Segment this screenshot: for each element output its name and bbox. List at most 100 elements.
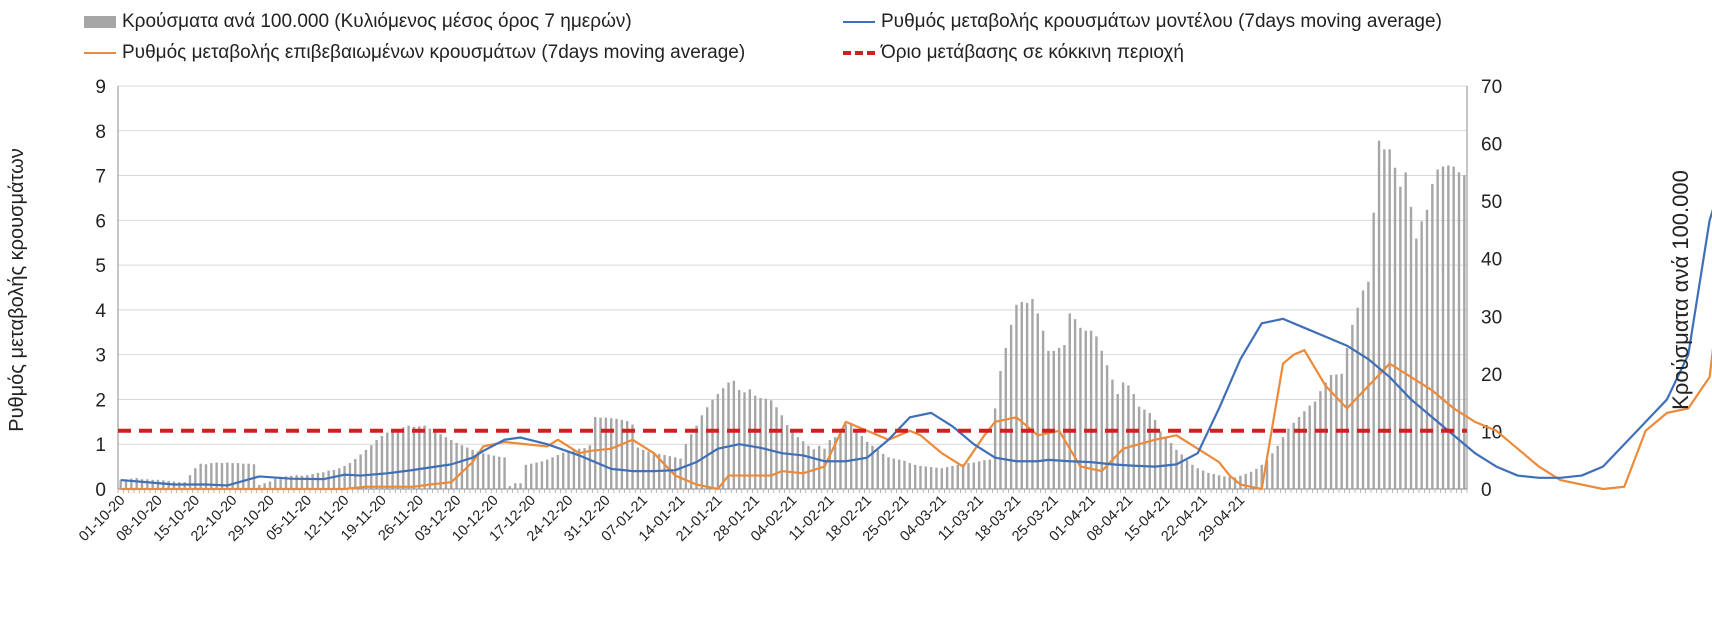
- bar: [1463, 175, 1466, 490]
- bar: [551, 457, 554, 489]
- bar: [359, 454, 362, 489]
- bar: [919, 465, 922, 489]
- bar: [1324, 382, 1327, 489]
- y-tick-label-right: 40: [1481, 250, 1502, 271]
- legend-item-model: Ρυθμός μεταβολής κρουσμάτων μοντέλου (7d…: [843, 11, 1442, 33]
- bar: [993, 408, 997, 489]
- bar: [1116, 394, 1119, 489]
- bar: [727, 382, 730, 489]
- bar: [1271, 453, 1274, 489]
- legend: Κρούσματα ανά 100.000 (Κυλιόμενος μέσος …: [0, 0, 1712, 80]
- bar: [572, 449, 576, 489]
- bar: [1143, 409, 1146, 489]
- legend-swatch-model: [843, 21, 875, 23]
- bar: [428, 428, 432, 489]
- legend-label-threshold: Όριο μετάβασης σε κόκκινη περιοχή: [881, 42, 1184, 63]
- legend-label-model: Ρυθμός μεταβολής κρουσμάτων μοντέλου (7d…: [881, 11, 1442, 32]
- bar: [274, 478, 277, 489]
- bar: [498, 456, 501, 489]
- bar-series: [119, 140, 1466, 490]
- y-tick-label-left: 5: [95, 256, 106, 277]
- bar: [1233, 477, 1237, 489]
- bar: [1137, 406, 1141, 489]
- bar: [876, 449, 880, 489]
- bar: [300, 475, 304, 489]
- bar: [903, 460, 906, 489]
- bar: [268, 481, 272, 489]
- y-tick-label-right: 20: [1481, 365, 1502, 386]
- bar: [1415, 238, 1418, 489]
- bar: [1191, 464, 1194, 489]
- bar: [1036, 313, 1039, 489]
- bar: [881, 453, 885, 489]
- bar: [1089, 330, 1093, 489]
- bar: [1420, 221, 1423, 490]
- bar: [503, 457, 506, 489]
- bar: [338, 468, 341, 489]
- y-tick-label-right: 50: [1481, 192, 1502, 213]
- bar: [434, 431, 437, 489]
- bar: [236, 463, 240, 489]
- bar: [737, 389, 741, 489]
- bar: [146, 479, 149, 489]
- bar: [983, 460, 986, 489]
- bar: [1201, 470, 1205, 489]
- bar: [1073, 319, 1077, 489]
- y-tick-label-left: 1: [95, 435, 106, 456]
- bar: [604, 417, 608, 489]
- legend-label-confirmed: Ρυθμός μεταβολής επιβεβαιωμένων κρουσμάτ…: [122, 42, 746, 63]
- bar: [1319, 391, 1322, 489]
- bar: [839, 428, 842, 489]
- bar: [1068, 313, 1071, 489]
- bar: [1100, 350, 1103, 489]
- bar: [439, 434, 442, 489]
- bar: [721, 388, 725, 489]
- bar: [1153, 419, 1157, 489]
- bar: [1436, 169, 1439, 490]
- bar: [354, 459, 357, 489]
- bar: [476, 451, 480, 489]
- bar: [562, 452, 565, 489]
- bar: [524, 464, 528, 489]
- y-tick-label-right: 70: [1481, 77, 1502, 98]
- bar: [668, 456, 672, 489]
- bar: [396, 429, 400, 489]
- bar: [807, 445, 810, 489]
- bar: [1127, 385, 1130, 489]
- bar: [444, 437, 448, 489]
- bar: [290, 475, 293, 489]
- bar: [540, 461, 544, 489]
- bar: [386, 432, 389, 489]
- model-rate-line: [120, 209, 1712, 487]
- bar: [263, 483, 266, 489]
- bar: [1047, 350, 1050, 489]
- bar: [1239, 475, 1242, 489]
- y-tick-label-left: 2: [95, 390, 106, 411]
- y-axis-label-right: Κρούσματα ανά 100.000: [1668, 170, 1693, 410]
- bar: [594, 417, 597, 489]
- left-tick-labels: 0 1 2 3 4 5 6 7 8 9: [95, 77, 106, 501]
- bar: [972, 462, 975, 489]
- bar: [215, 462, 218, 489]
- bar: [391, 430, 394, 489]
- bar: [663, 455, 666, 489]
- confirmed-rate-line: [120, 347, 1712, 491]
- y-tick-label-left: 7: [95, 167, 106, 188]
- bar: [913, 464, 917, 489]
- bar: [567, 451, 570, 489]
- y-tick-label-left: 6: [95, 211, 106, 232]
- bar: [578, 448, 581, 489]
- bar: [119, 480, 122, 489]
- bar: [487, 454, 490, 489]
- bar: [1383, 149, 1386, 489]
- bar: [988, 459, 991, 489]
- bar: [284, 476, 288, 489]
- bar: [1351, 324, 1354, 489]
- bar: [1441, 166, 1445, 489]
- bar: [455, 442, 458, 489]
- bar: [615, 418, 618, 489]
- bar: [1249, 471, 1253, 489]
- legend-swatch-bars: [84, 16, 116, 28]
- bar: [705, 407, 709, 489]
- bar: [1148, 413, 1151, 489]
